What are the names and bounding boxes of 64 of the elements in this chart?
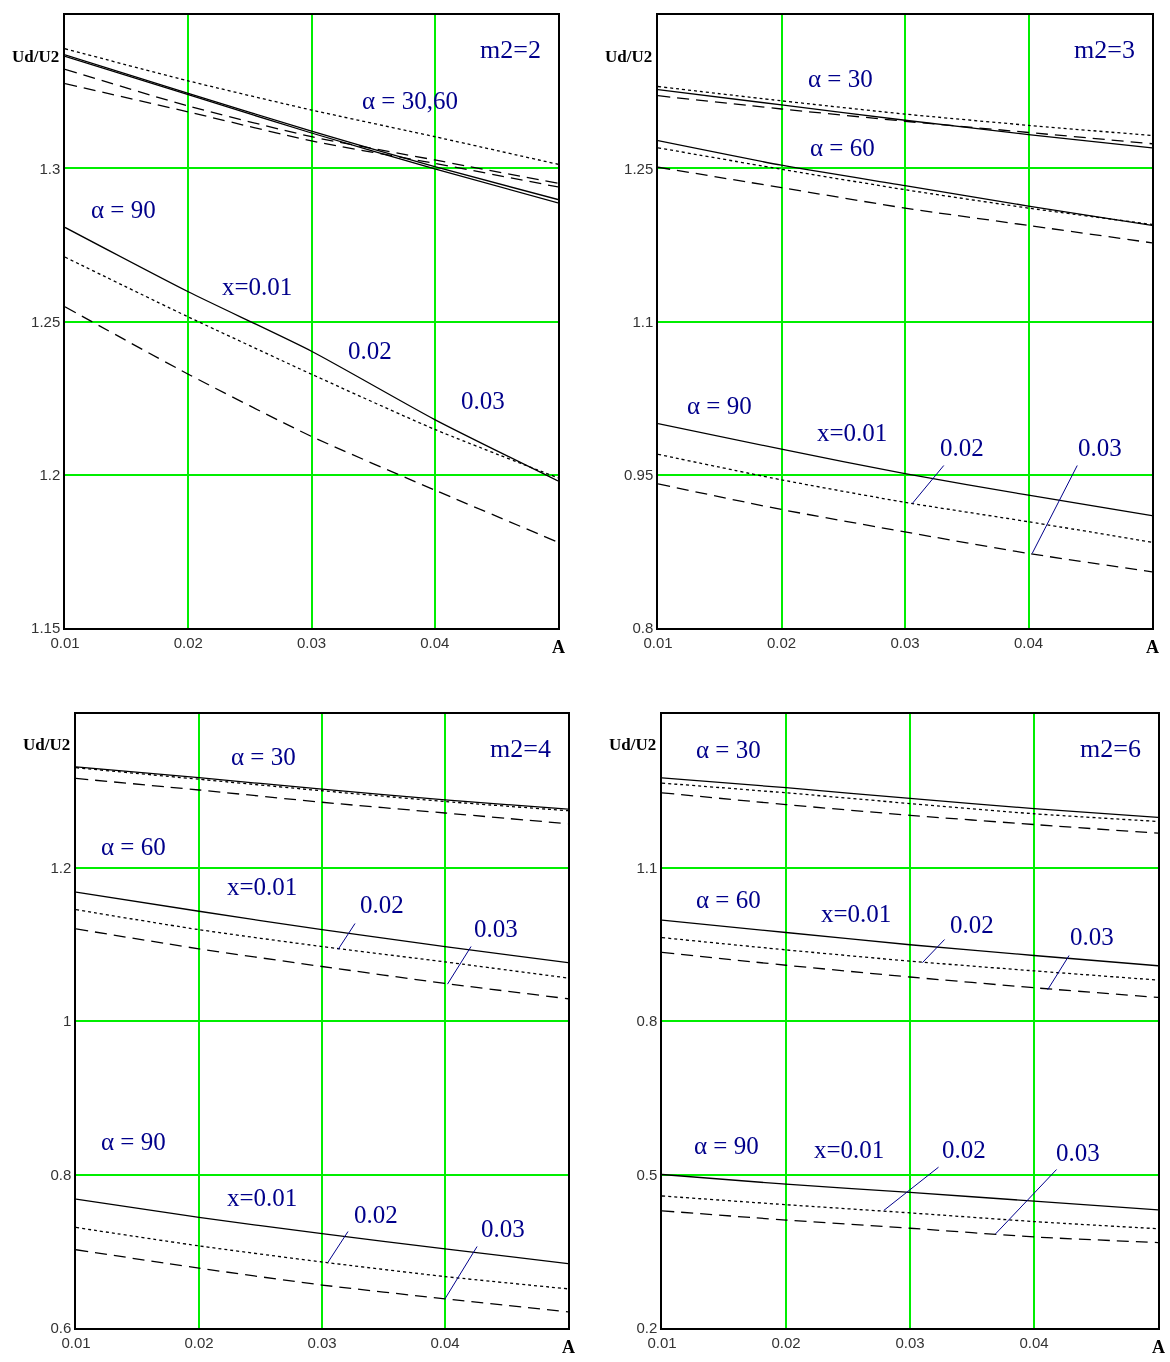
x-axis-title: A (1146, 637, 1159, 657)
y-tick-label: 1 (62, 1012, 72, 1030)
y-axis-title: Ud/U2 (23, 735, 71, 754)
annotation: α = 60 (810, 134, 875, 161)
x-tick-label: 0.04 (1019, 1333, 1049, 1351)
annotation: 0.02 (354, 1201, 398, 1228)
y-tick-label: 0.5 (636, 1165, 658, 1183)
annotation: x=0.01 (821, 900, 892, 927)
annotation: 0.03 (1070, 923, 1114, 950)
x-axis-title: A (562, 1337, 575, 1357)
annotation: 0.03 (481, 1215, 525, 1242)
annotation: 0.02 (942, 1136, 986, 1163)
annotation: α = 30 (231, 743, 296, 770)
y-tick-label: 1.1 (632, 312, 654, 330)
annotation: 0.03 (1056, 1139, 1100, 1166)
x-axis-title: A (552, 637, 565, 657)
annotation: x=0.01 (227, 1184, 298, 1211)
annotation: 0.03 (461, 387, 505, 414)
annotation: 0.02 (940, 434, 984, 461)
text: m2=2 (480, 35, 541, 64)
annotation: α = 90 (101, 1128, 166, 1155)
x-tick-label: 0.02 (766, 633, 797, 651)
annotation: α = 60 (696, 886, 761, 913)
x-axis-title: A (1152, 1337, 1165, 1357)
y-tick-label: 1.1 (636, 858, 658, 876)
y-axis-title: Ud/U2 (12, 47, 60, 66)
text: m2=6 (1080, 734, 1141, 763)
annotation: α = 30 (696, 736, 761, 763)
annotation: α = 90 (694, 1132, 759, 1159)
annotation: 0.02 (348, 337, 392, 364)
annotation: x=0.01 (817, 419, 888, 446)
y-tick-label: 0.8 (50, 1165, 72, 1183)
text: m2=3 (1074, 35, 1135, 64)
y-tick-label: 0.95 (624, 466, 654, 483)
x-tick-label: 0.04 (420, 633, 450, 651)
annotation: α = 90 (687, 392, 752, 419)
annotation: x=0.01 (222, 273, 293, 300)
annotation: α = 60 (101, 833, 166, 860)
text: m2=4 (490, 734, 551, 763)
x-tick-label: 0.02 (184, 1333, 214, 1351)
y-tick-label: 1.25 (31, 312, 61, 330)
y-tick-label: 1.25 (624, 159, 654, 177)
x-tick-label: 0.02 (771, 1333, 801, 1351)
y-axis-title: Ud/U2 (609, 735, 657, 754)
x-tick-label: 0.04 (1013, 633, 1044, 651)
x-tick-label: 0.03 (895, 1333, 925, 1351)
x-tick-label: 0.03 (296, 633, 327, 651)
x-tick-label: 0.04 (430, 1333, 460, 1351)
annotation: 0.03 (474, 915, 518, 942)
x-tick-label: 0.03 (307, 1333, 337, 1351)
annotation: α = 30 (808, 65, 873, 92)
annotation: 0.03 (1078, 434, 1122, 461)
x-tick-label: 0.02 (173, 633, 203, 651)
y-tick-label: 0.8 (636, 1012, 658, 1030)
y-axis-title: Ud/U2 (605, 47, 653, 66)
x-tick-label: 0.03 (890, 633, 920, 651)
annotation: x=0.01 (814, 1136, 885, 1163)
y-tick-label: 1.2 (50, 858, 72, 876)
annotation: 0.02 (360, 891, 404, 918)
annotation: x=0.01 (227, 873, 298, 900)
y-tick-label: 1.2 (39, 466, 61, 483)
annotation: α = 90 (91, 196, 156, 223)
annotation: 0.02 (950, 911, 994, 938)
y-tick-label: 1.3 (39, 159, 61, 177)
